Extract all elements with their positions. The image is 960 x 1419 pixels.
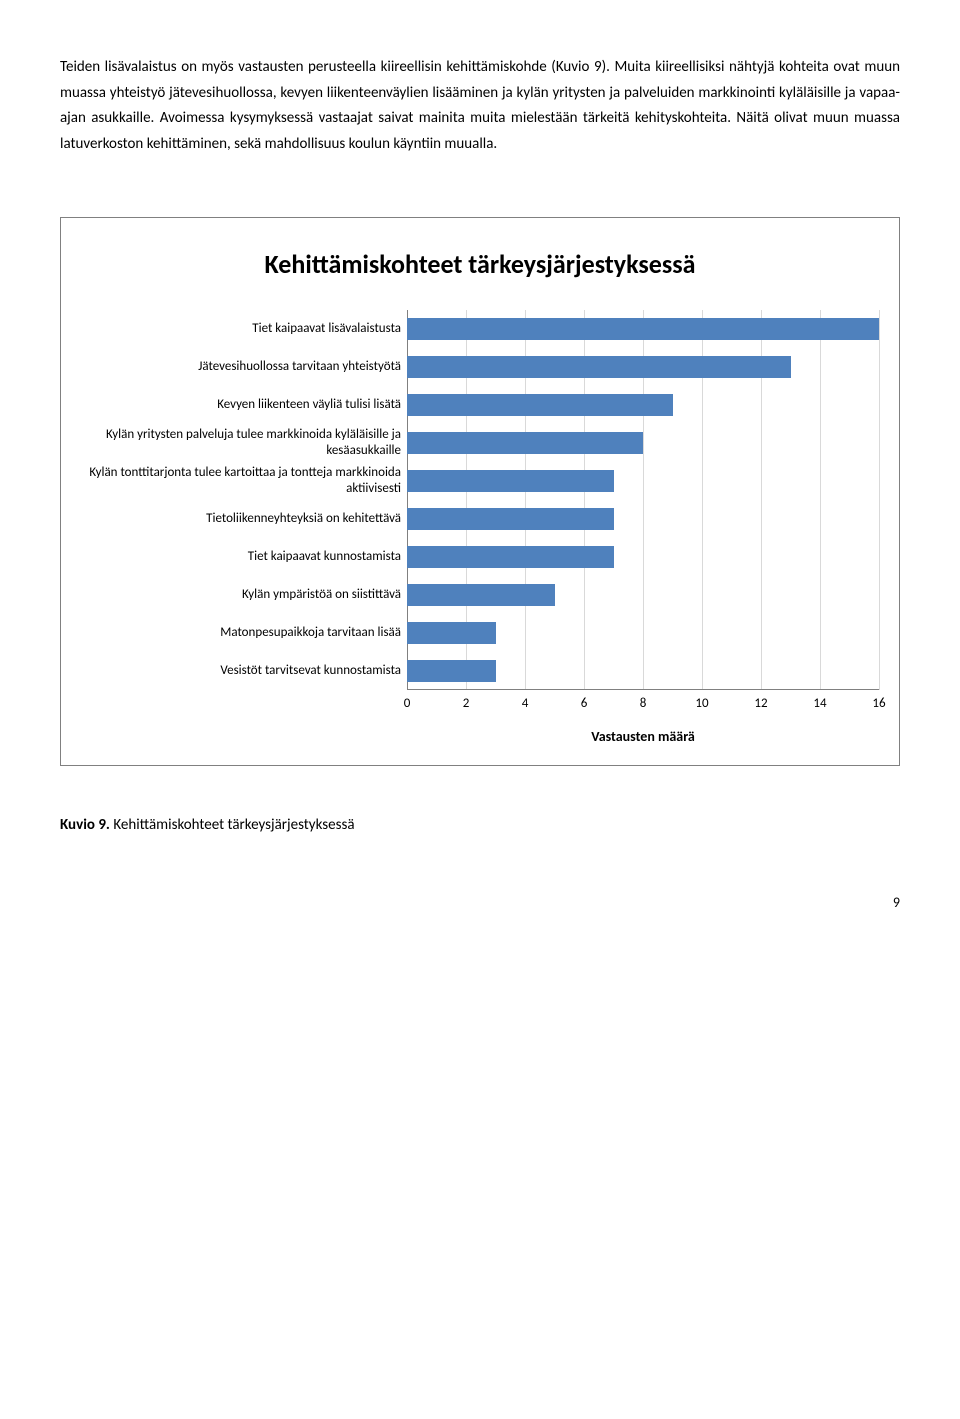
plot-area: 0246810121416 Vastausten määrä bbox=[407, 310, 879, 745]
category-label: Tiet kaipaavat lisävalaistusta bbox=[81, 310, 401, 348]
x-tick-label: 0 bbox=[404, 696, 411, 711]
gridline bbox=[879, 310, 880, 690]
x-tick-label: 12 bbox=[754, 696, 767, 711]
x-tick-label: 10 bbox=[695, 696, 708, 711]
category-label: Tietoliikenneyhteyksiä on kehitettävä bbox=[81, 500, 401, 538]
bar-row bbox=[407, 386, 879, 424]
bar-row bbox=[407, 500, 879, 538]
x-tick-label: 14 bbox=[813, 696, 826, 711]
bar bbox=[407, 546, 614, 568]
bar-row bbox=[407, 310, 879, 348]
chart-container: Kehittämiskohteet tärkeysjärjestyksessä … bbox=[60, 217, 900, 766]
x-axis-ticks: 0246810121416 bbox=[407, 696, 879, 718]
chart-area: Tiet kaipaavat lisävalaistustaJätevesihu… bbox=[81, 310, 879, 745]
category-label: Jätevesihuollossa tarvitaan yhteistyötä bbox=[81, 348, 401, 386]
category-label: Kevyen liikenteen väyliä tulisi lisätä bbox=[81, 386, 401, 424]
category-label: Matonpesupaikkoja tarvitaan lisää bbox=[81, 614, 401, 652]
bar bbox=[407, 470, 614, 492]
bar-row bbox=[407, 576, 879, 614]
bar-row bbox=[407, 538, 879, 576]
bar bbox=[407, 432, 643, 454]
category-label: Kylän yritysten palveluja tulee markkino… bbox=[81, 424, 401, 462]
figure-caption: Kuvio 9. Kehittämiskohteet tärkeysjärjes… bbox=[60, 816, 900, 834]
category-label: Kylän ympäristöä on siistittävä bbox=[81, 576, 401, 614]
bar bbox=[407, 394, 673, 416]
category-label: Kylän tonttitarjonta tulee kartoittaa ja… bbox=[81, 462, 401, 500]
bar bbox=[407, 356, 791, 378]
x-axis-label: Vastausten määrä bbox=[407, 728, 879, 745]
bar bbox=[407, 584, 555, 606]
x-tick-label: 4 bbox=[522, 696, 529, 711]
bar bbox=[407, 318, 879, 340]
category-label: Vesistöt tarvitsevat kunnostamista bbox=[81, 652, 401, 690]
y-axis-labels: Tiet kaipaavat lisävalaistustaJätevesihu… bbox=[81, 310, 407, 745]
bar-row bbox=[407, 462, 879, 500]
bar bbox=[407, 660, 496, 682]
bar-row bbox=[407, 348, 879, 386]
x-tick-label: 2 bbox=[463, 696, 470, 711]
x-tick-label: 16 bbox=[872, 696, 885, 711]
bars-layer bbox=[407, 310, 879, 690]
caption-strong: Kuvio 9. bbox=[60, 816, 110, 834]
intro-paragraph: Teiden lisävalaistus on myös vastausten … bbox=[60, 55, 900, 157]
document-page: Teiden lisävalaistus on myös vastausten … bbox=[0, 0, 960, 951]
bar bbox=[407, 508, 614, 530]
page-number: 9 bbox=[60, 894, 900, 911]
bar-row bbox=[407, 614, 879, 652]
caption-rest: Kehittämiskohteet tärkeysjärjestyksessä bbox=[110, 816, 355, 834]
x-tick-label: 8 bbox=[640, 696, 647, 711]
category-label: Tiet kaipaavat kunnostamista bbox=[81, 538, 401, 576]
bar-row bbox=[407, 652, 879, 690]
bar bbox=[407, 622, 496, 644]
bar-row bbox=[407, 424, 879, 462]
chart-title: Kehittämiskohteet tärkeysjärjestyksessä bbox=[81, 248, 879, 280]
x-tick-label: 6 bbox=[581, 696, 588, 711]
